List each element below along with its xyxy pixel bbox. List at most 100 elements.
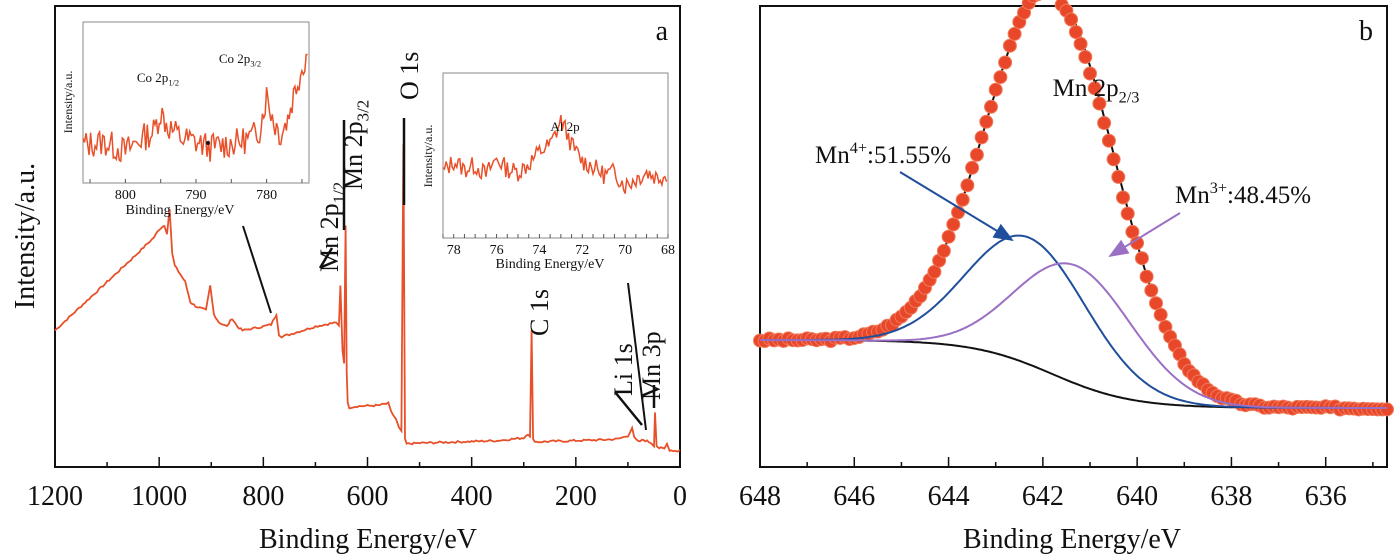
experimental-point — [1106, 152, 1121, 167]
experimental-point — [998, 55, 1013, 70]
inset-peak-label: Co 2p3/2 — [219, 51, 261, 68]
panel-a-tick-label: 600 — [347, 481, 389, 512]
mn3-component-line — [760, 262, 1387, 409]
inset-tick-label: 72 — [575, 243, 589, 258]
peak-label: O 1s — [395, 52, 424, 100]
experimental-markers — [753, 0, 1394, 417]
experimental-point — [1380, 402, 1394, 417]
inset-tick-label: 76 — [490, 243, 504, 258]
panel-b-annotations: Mn 2p2/3 Mn4+:51.55% Mn3+:48.45% — [815, 75, 1311, 258]
co-inset-y-label: Intensity/a.u. — [61, 71, 75, 134]
panel-a-label: a — [656, 16, 669, 47]
experimental-point — [1064, 12, 1079, 27]
panel-a-tick-label: 0 — [673, 481, 687, 512]
experimental-point — [1139, 269, 1154, 284]
peak-label-group: C 1s — [525, 289, 554, 336]
mn3-label: Mn3+:48.45% — [1175, 179, 1311, 209]
co-inset-leader-line — [242, 225, 272, 314]
mn3-label-value: :48.45% — [1227, 182, 1311, 209]
co-inset-x-ticks: 800 790 780 — [89, 179, 303, 203]
panel-b-label: b — [1359, 16, 1373, 47]
experimental-point — [1002, 38, 1017, 53]
panel-b-tick-label: 646 — [833, 481, 875, 512]
experimental-point — [965, 160, 980, 175]
experimental-point — [974, 130, 989, 145]
experimental-point — [1097, 116, 1112, 130]
al-inset-y-label: Intensity/a.u. — [421, 125, 435, 188]
al-2p-inset: 78 76 74 72 70 68 Al 2p Binding Energy/eV Int… — [421, 72, 675, 272]
inset-marker-dot — [206, 141, 210, 145]
experimental-point — [1034, 0, 1042, 2]
mn4-label-sup: 4+ — [850, 139, 867, 157]
panel-a-tick-label: 1000 — [131, 481, 187, 512]
al-inset-annotations: Al 2p — [550, 119, 579, 134]
survey-line — [54, 144, 681, 453]
panel-b-x-axis-label: Binding Energy/eV — [963, 524, 1181, 555]
panel-b-tick-label: 648 — [739, 481, 781, 512]
inset-peak-label-sub: 3/2 — [250, 58, 261, 68]
panel-b-x-ticks: 648 646 644 642 640 638 636 — [739, 457, 1374, 512]
peak-marker-line — [318, 247, 334, 269]
experimental-point — [1120, 206, 1135, 221]
inset-peak-label-main: Al 2p — [550, 119, 579, 134]
panel-b-tick-label: 642 — [1022, 481, 1064, 512]
inset-tick-label: 800 — [115, 188, 136, 203]
inset-tick-label: 74 — [532, 243, 546, 258]
co-inset-annotations: Co 2p1/2Co 2p3/2 — [137, 51, 261, 87]
experimental-point — [1083, 66, 1097, 81]
panel-b-series — [753, 0, 1394, 417]
panel-b-frame — [759, 5, 1388, 468]
mn-2p-peak-label-sub: 2/3 — [1119, 88, 1140, 106]
peak-label: Mn 2p1/2 — [315, 182, 349, 272]
experimental-point — [1068, 25, 1083, 39]
experimental-point — [960, 178, 975, 193]
experimental-point — [1144, 283, 1159, 298]
experimental-point — [984, 99, 998, 114]
background-line — [760, 339, 1387, 409]
peak-label-sub: 3/2 — [354, 100, 373, 122]
experimental-point — [1134, 251, 1149, 266]
mn4-label-value: :51.55% — [867, 142, 951, 169]
inset-line — [82, 53, 308, 163]
inset-tick-label: 780 — [256, 188, 277, 203]
inset-peak-label-main: Co 2p — [219, 51, 250, 66]
panel-a-tick-label: 800 — [242, 481, 284, 512]
panel-b-tick-label: 638 — [1210, 481, 1252, 512]
peak-label-group: O 1s — [395, 52, 424, 100]
inset-line — [442, 114, 668, 194]
peak-label-main: Mn 2p — [315, 203, 344, 272]
mn-2p-peak-label-main: Mn 2p — [1053, 75, 1119, 102]
panel-a-tick-label: 1200 — [27, 481, 83, 512]
inset-tick-label: 790 — [186, 188, 207, 203]
experimental-point — [969, 147, 984, 162]
co-2p-inset: 800 790 780 Co 2p1/2Co 2p3/2 Binding Energ… — [61, 21, 310, 218]
experimental-point — [1007, 26, 1022, 41]
panel-a-tick-label: 200 — [555, 481, 597, 512]
mn4-label-main: Mn — [815, 142, 850, 169]
al-inset-series — [442, 114, 668, 194]
experimental-point — [1078, 50, 1093, 64]
experimental-point — [1101, 133, 1116, 148]
inset-peak-label: Al 2p — [550, 119, 579, 134]
experimental-point — [993, 70, 1008, 85]
experimental-point — [1116, 190, 1130, 205]
peak-label-group: Li 1s — [609, 343, 638, 396]
experimental-point — [1153, 307, 1168, 322]
al-inset-x-ticks: 78 76 74 72 70 68 — [442, 234, 675, 258]
experimental-point — [1073, 36, 1088, 51]
co-inset-x-label: Binding Energy/eV — [125, 203, 234, 218]
panel-b-mn2p-spectrum: b 648 646 644 642 640 638 636 Mn 2p2/3Mn4+:51.… — [739, 0, 1394, 555]
al-inset-frame — [442, 72, 669, 239]
panel-a-tick-label: 400 — [451, 481, 493, 512]
experimental-point — [941, 229, 956, 244]
inset-peak-label-main: Co 2p — [137, 70, 168, 85]
co-inset-series — [82, 53, 308, 163]
experimental-point — [955, 192, 970, 207]
panel-a-survey-spectrum: a 1200 1000 800 600 400 200 0 Mn 2p1/2Mn 2p 3/2… — [10, 5, 687, 555]
mn3-arrow — [1108, 212, 1181, 258]
panel-a-x-ticks: 1200 1000 800 600 400 200 0 — [27, 457, 687, 512]
panel-a-series — [54, 144, 681, 453]
experimental-point — [1149, 296, 1163, 311]
